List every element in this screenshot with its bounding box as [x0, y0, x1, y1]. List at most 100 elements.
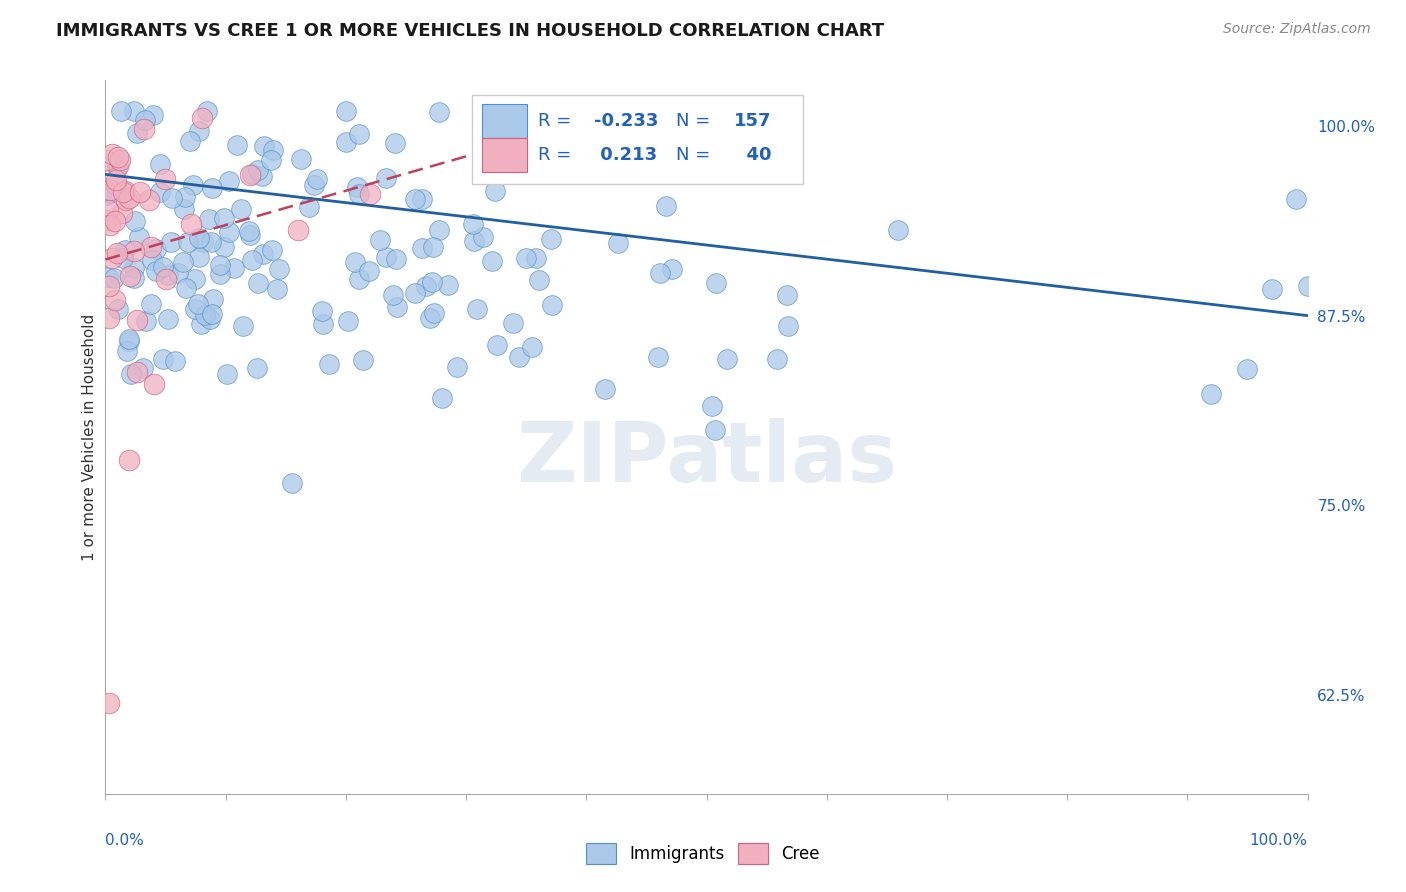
Point — [489, 141, 512, 155]
Point — [260, 153, 283, 168]
Point — [97, 278, 120, 293]
Point — [149, 157, 172, 171]
Point — [97, 202, 120, 217]
Point — [353, 353, 375, 368]
Point — [357, 264, 380, 278]
Point — [252, 247, 274, 261]
Point — [655, 199, 678, 213]
Text: N =: N = — [676, 146, 717, 164]
Point — [97, 310, 120, 325]
Point — [232, 319, 254, 334]
Point — [700, 399, 723, 413]
Point — [98, 218, 121, 232]
Point — [118, 334, 141, 348]
Point — [138, 193, 160, 207]
Point — [215, 368, 238, 382]
Point — [172, 255, 194, 269]
Point — [246, 276, 269, 290]
Point — [100, 186, 122, 201]
Point — [423, 306, 446, 320]
Point — [411, 241, 433, 255]
Point — [187, 250, 209, 264]
Point — [704, 276, 727, 290]
Point — [508, 350, 530, 364]
Point — [418, 311, 440, 326]
Point — [149, 185, 172, 199]
FancyBboxPatch shape — [482, 138, 527, 172]
Text: R =: R = — [538, 112, 578, 130]
Point — [359, 187, 381, 202]
Point — [105, 178, 128, 192]
Point — [104, 213, 127, 227]
Point — [187, 297, 209, 311]
Point — [101, 252, 124, 266]
Point — [436, 278, 458, 293]
Point — [385, 252, 408, 266]
Point — [180, 217, 202, 231]
Point — [250, 169, 273, 183]
Point — [463, 218, 485, 232]
Point — [1284, 192, 1306, 206]
Point — [432, 391, 454, 405]
Point — [135, 313, 157, 327]
Point — [1201, 386, 1223, 401]
Point — [114, 243, 136, 257]
Point — [520, 340, 543, 354]
Point — [160, 235, 183, 250]
Point — [167, 266, 190, 280]
Point — [142, 376, 165, 391]
Point — [766, 351, 789, 366]
Point — [463, 235, 485, 249]
Point — [104, 293, 127, 307]
Point — [212, 211, 235, 226]
Point — [105, 160, 128, 174]
Point — [201, 181, 224, 195]
Point — [153, 171, 176, 186]
Point — [124, 260, 146, 275]
Point — [311, 304, 333, 318]
Point — [174, 190, 197, 204]
Point — [155, 271, 177, 285]
Point — [120, 367, 142, 381]
Point — [298, 200, 321, 214]
Point — [262, 143, 284, 157]
Point — [422, 275, 444, 289]
Point — [385, 300, 408, 314]
Point — [128, 229, 150, 244]
Point — [142, 108, 165, 122]
Text: 40: 40 — [734, 146, 772, 164]
Point — [427, 104, 450, 119]
Point — [122, 271, 145, 285]
Point — [515, 251, 537, 265]
Point — [239, 228, 262, 243]
Point — [607, 235, 630, 250]
Point — [218, 173, 240, 187]
Point — [194, 308, 217, 322]
Text: Source: ZipAtlas.com: Source: ZipAtlas.com — [1223, 22, 1371, 37]
Point — [1236, 362, 1258, 376]
Point — [404, 285, 426, 300]
Point — [152, 260, 174, 274]
Point — [188, 124, 211, 138]
Point — [778, 318, 800, 333]
Point — [344, 254, 367, 268]
Text: R =: R = — [538, 146, 578, 164]
Point — [108, 153, 131, 167]
Point — [97, 269, 120, 284]
Point — [202, 292, 225, 306]
Point — [349, 127, 371, 141]
Point — [312, 317, 335, 331]
Point — [240, 167, 263, 181]
Point — [336, 314, 359, 328]
Text: ZIPatlas: ZIPatlas — [516, 418, 897, 499]
Point — [200, 235, 222, 250]
Point — [177, 235, 200, 249]
Point — [212, 240, 235, 254]
Point — [134, 121, 156, 136]
Point — [96, 187, 118, 202]
Point — [145, 242, 167, 256]
Text: 100.0%: 100.0% — [1250, 833, 1308, 848]
Point — [181, 178, 204, 192]
Point — [381, 288, 404, 302]
Point — [107, 302, 129, 317]
